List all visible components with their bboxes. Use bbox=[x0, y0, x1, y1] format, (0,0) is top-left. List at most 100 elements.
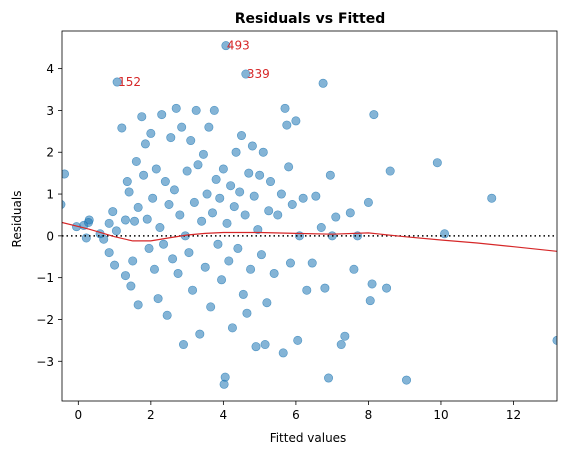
data-point bbox=[117, 123, 127, 133]
x-tick-label: 10 bbox=[433, 408, 448, 422]
data-point bbox=[293, 335, 303, 345]
data-point bbox=[108, 207, 118, 217]
data-point bbox=[266, 177, 276, 187]
data-point bbox=[182, 166, 192, 176]
data-point bbox=[104, 218, 114, 228]
data-point bbox=[148, 193, 158, 203]
data-point bbox=[320, 283, 330, 293]
data-point bbox=[166, 133, 176, 143]
y-tick-label: −2 bbox=[36, 313, 54, 327]
data-point bbox=[282, 120, 292, 130]
data-point bbox=[221, 41, 231, 51]
data-point bbox=[211, 174, 221, 184]
data-point bbox=[178, 340, 188, 350]
data-point bbox=[126, 281, 136, 291]
data-point bbox=[142, 214, 152, 224]
data-point bbox=[287, 200, 297, 210]
data-point bbox=[229, 202, 239, 212]
data-point bbox=[260, 340, 270, 350]
data-point bbox=[345, 208, 355, 218]
data-point bbox=[168, 254, 178, 264]
y-tick-label: −3 bbox=[36, 355, 54, 369]
data-point bbox=[218, 164, 228, 174]
data-point bbox=[256, 250, 266, 260]
data-point bbox=[175, 210, 185, 220]
x-axis: 0 2 4 6 8 10 12 bbox=[74, 401, 521, 422]
data-point bbox=[186, 136, 196, 146]
data-point bbox=[307, 258, 317, 268]
lowess-layer bbox=[62, 221, 557, 252]
x-tick-label: 4 bbox=[220, 408, 228, 422]
data-point bbox=[227, 323, 237, 333]
data-point bbox=[171, 103, 181, 113]
x-tick-label: 6 bbox=[292, 408, 300, 422]
data-point bbox=[262, 298, 272, 308]
data-point bbox=[140, 139, 150, 149]
data-point bbox=[111, 226, 121, 236]
data-point bbox=[324, 373, 334, 383]
data-point bbox=[253, 225, 263, 235]
x-tick-label: 2 bbox=[147, 408, 155, 422]
data-point bbox=[244, 168, 254, 178]
point-annotation: 339 bbox=[247, 67, 270, 81]
y-tick-label: 3 bbox=[46, 104, 54, 118]
data-point bbox=[258, 147, 268, 157]
data-point bbox=[124, 187, 134, 197]
y-axis: −3 −2 −1 0 1 2 3 4 bbox=[36, 62, 62, 369]
y-tick-label: 2 bbox=[46, 146, 54, 160]
data-point bbox=[188, 285, 198, 295]
point-annotation: 152 bbox=[118, 75, 141, 89]
data-point bbox=[110, 260, 120, 270]
data-point bbox=[153, 294, 163, 304]
data-point bbox=[155, 222, 165, 232]
data-point bbox=[238, 289, 248, 299]
data-point bbox=[133, 300, 143, 310]
data-point bbox=[217, 275, 227, 285]
data-point bbox=[133, 202, 143, 212]
data-point bbox=[128, 256, 138, 266]
data-point bbox=[83, 217, 93, 227]
data-point bbox=[137, 112, 147, 122]
data-point bbox=[195, 329, 205, 339]
data-point bbox=[197, 216, 207, 226]
data-point bbox=[193, 160, 203, 170]
data-point bbox=[316, 222, 326, 232]
data-point bbox=[269, 268, 279, 278]
data-point bbox=[340, 331, 350, 341]
lowess-line bbox=[62, 221, 557, 252]
data-point bbox=[224, 256, 234, 266]
data-point bbox=[226, 181, 236, 191]
plot-frame bbox=[61, 30, 558, 402]
data-point bbox=[189, 197, 199, 207]
data-point bbox=[144, 243, 154, 253]
data-point bbox=[302, 285, 312, 295]
data-point bbox=[249, 191, 259, 201]
data-point bbox=[369, 110, 379, 120]
data-point bbox=[231, 147, 241, 157]
data-point bbox=[173, 268, 183, 278]
data-point bbox=[62, 200, 66, 209]
data-point bbox=[112, 77, 122, 87]
data-point bbox=[204, 122, 214, 132]
data-point bbox=[131, 156, 141, 166]
data-point bbox=[241, 69, 251, 79]
data-point bbox=[367, 279, 377, 289]
data-point bbox=[209, 105, 219, 115]
data-point bbox=[273, 210, 283, 220]
data-point bbox=[160, 177, 170, 187]
data-point bbox=[331, 212, 341, 222]
data-point bbox=[162, 310, 172, 320]
x-tick-label: 8 bbox=[365, 408, 373, 422]
annotation-layer: 493 339 152 bbox=[118, 39, 270, 89]
data-point bbox=[177, 122, 187, 132]
data-point bbox=[169, 185, 179, 195]
data-point bbox=[382, 283, 392, 293]
data-point bbox=[200, 262, 210, 272]
data-point bbox=[62, 169, 70, 179]
points-layer bbox=[62, 41, 557, 389]
data-point bbox=[159, 239, 169, 249]
data-point bbox=[81, 233, 91, 243]
data-point bbox=[146, 128, 156, 138]
y-tick-label: 4 bbox=[46, 62, 54, 76]
data-point bbox=[385, 166, 395, 176]
